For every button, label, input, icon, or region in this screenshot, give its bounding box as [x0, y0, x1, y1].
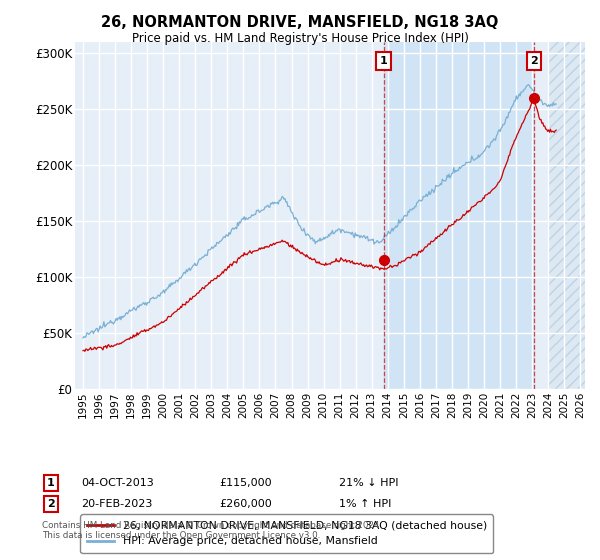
Text: This data is licensed under the Open Government Licence v3.0.: This data is licensed under the Open Gov… [42, 531, 320, 540]
Bar [548, 42, 596, 389]
Text: 1% ↑ HPI: 1% ↑ HPI [339, 499, 391, 509]
Text: £115,000: £115,000 [219, 478, 272, 488]
Legend: 26, NORMANTON DRIVE, MANSFIELD, NG18 3AQ (detached house), HPI: Average price, d: 26, NORMANTON DRIVE, MANSFIELD, NG18 3AQ… [80, 515, 493, 553]
Text: 26, NORMANTON DRIVE, MANSFIELD, NG18 3AQ: 26, NORMANTON DRIVE, MANSFIELD, NG18 3AQ [101, 15, 499, 30]
Text: Contains HM Land Registry data © Crown copyright and database right 2024.: Contains HM Land Registry data © Crown c… [42, 521, 382, 530]
Bar [548, 42, 596, 389]
Text: £260,000: £260,000 [219, 499, 272, 509]
Text: 1: 1 [380, 56, 388, 66]
Text: 20-FEB-2023: 20-FEB-2023 [81, 499, 152, 509]
Text: 2: 2 [530, 56, 538, 66]
Text: 1: 1 [47, 478, 55, 488]
Text: 2: 2 [47, 499, 55, 509]
Text: 21% ↓ HPI: 21% ↓ HPI [339, 478, 398, 488]
Text: 04-OCT-2013: 04-OCT-2013 [81, 478, 154, 488]
Text: Price paid vs. HM Land Registry's House Price Index (HPI): Price paid vs. HM Land Registry's House … [131, 32, 469, 45]
Bar [384, 42, 534, 389]
